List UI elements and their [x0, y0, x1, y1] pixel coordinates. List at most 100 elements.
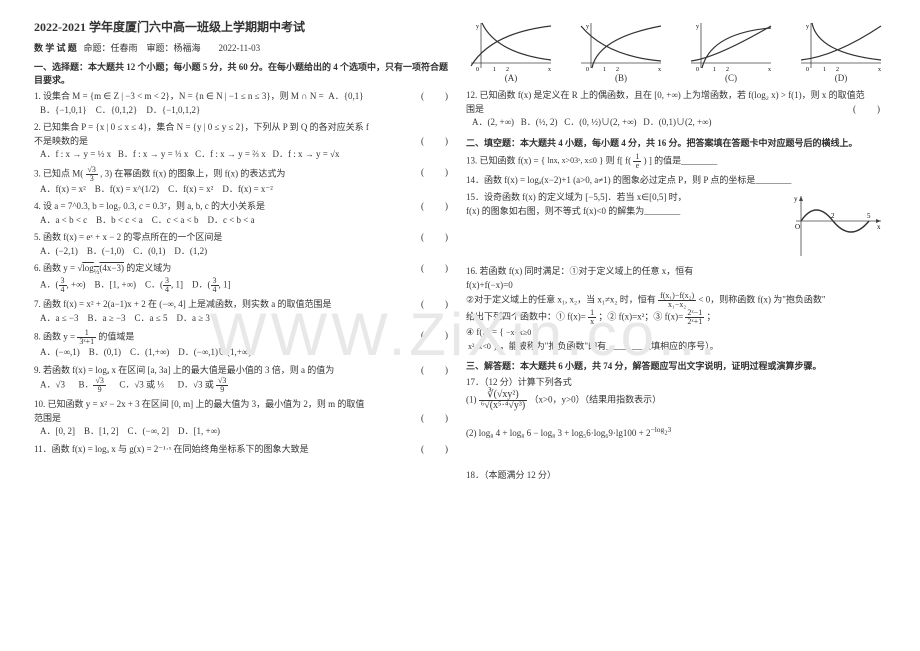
q17: 17．（12 分）计算下列各式 (1) ∛(√xy²)⁶√(x⁵·⁴√y³) （…	[466, 376, 886, 441]
q5-optC: C．(0,1)	[133, 246, 165, 256]
q9-optD-a: D．√3 或	[178, 380, 216, 390]
exam-title: 2022-2021 学年度厦门六中高一班级上学期期中考试	[34, 18, 454, 35]
q1-stem: 1. 设集合 M = {m ∈ Z | −3 < m < 2}，N = {n ∈…	[34, 91, 324, 101]
svg-text:y: y	[476, 24, 479, 30]
q13-stem-c: ) ] 的值是________	[644, 155, 718, 165]
left-column: 2022-2021 学年度厦门六中高一班级上学期期中考试 数 学 试 题 命题：…	[28, 18, 460, 633]
q7-optB: B．a ≥ −3	[88, 313, 126, 323]
q9-optC: C．√3 或 ⅓	[119, 380, 164, 390]
q8-optA: A．(−∞,1)	[40, 347, 80, 357]
q10-stem-b: 范围是	[34, 413, 61, 423]
q12-optD: D．(0,1)∪(2, +∞)	[643, 117, 711, 127]
q6-optA-b: , +∞)	[67, 280, 86, 290]
q16-stem-f: ；② f(x)=x²；③ f(x)=	[598, 312, 683, 322]
q7-optA: A．a ≤ −3	[40, 313, 79, 323]
q4-optB: B．b < c < a	[96, 215, 143, 225]
q17-p1-a: (1)	[466, 394, 479, 404]
q6-optB: B．[1, +∞)	[95, 280, 137, 290]
right-column: 012 xy (A) 012 xy (B) 012 xy	[460, 18, 892, 633]
q5-optB: B．(−1,0)	[87, 246, 124, 256]
svg-text:1: 1	[823, 67, 826, 73]
svg-text:0: 0	[476, 67, 479, 73]
q12-paren: ( )	[853, 103, 886, 117]
q8-paren: ( )	[421, 329, 454, 343]
q14: 14．函数 f(x) = logₐ(x−2)+1 (a>0, a≠1) 的图象必…	[466, 174, 886, 188]
q7-paren: ( )	[421, 298, 454, 312]
q1-optD: D．{−1,0,1,2}	[146, 105, 200, 115]
q1-optA: A．{0,1}	[328, 91, 363, 101]
exam-subject-line: 数 学 试 题 命题：任春雨 审题：杨福海 2022-11-03	[34, 41, 454, 54]
q5-paren: ( )	[421, 231, 454, 245]
q14-stem: 14．函数 f(x) = logₐ(x−2)+1 (a>0, a≠1) 的图象必…	[466, 175, 791, 185]
q16-stem-e: 给出下列四个函数中：① f(x)=	[466, 312, 586, 322]
q17-p1-b: （x>0，y>0）（结果用指数表示）	[529, 394, 661, 404]
q3: 3. 已知点 M( √33 , 3) 在幂函数 f(x) 的图象上，则 f(x)…	[34, 166, 454, 197]
svg-text:x: x	[658, 67, 661, 73]
q1-optB: B．{−1,0,1}	[40, 105, 87, 115]
q10-stem-a: 10. 已知函数 y = x² − 2x + 3 在区间 [0, m] 上的最大…	[34, 399, 364, 409]
svg-text:1: 1	[493, 67, 496, 73]
q10: 10. 已知函数 y = x² − 2x + 3 在区间 [0, m] 上的最大…	[34, 398, 454, 439]
q9: 9. 若函数 f(x) = logₐ x 在区间 [a, 3a] 上的最大值是最…	[34, 364, 454, 395]
q11-paren: ( )	[421, 443, 454, 457]
q7-optD: D．a ≥ 3	[176, 313, 209, 323]
graph-D-label: (D)	[796, 73, 886, 83]
q9-optB-a: B．	[78, 380, 93, 390]
q2-optD: D．f : x → y = √x	[272, 149, 339, 159]
q9-optA: A．√3	[40, 380, 65, 390]
q15: O 2 5 x y 15．设奇函数 f(x) 的定义域为 [−5,5]．若当 x…	[466, 191, 886, 261]
q9-paren: ( )	[421, 364, 454, 378]
q6: 6. 函数 y = √log½(4x−3) 的定义域为 ( ) A．(34, +…	[34, 262, 454, 294]
q4: 4. 设 a = 7^0.3, b = log₇ 0.3, c = 0.3⁷，则…	[34, 200, 454, 227]
graph-A: 012 xy (A)	[466, 18, 556, 83]
q8-optD: D．(−∞,1)∪(1,+∞)	[178, 347, 251, 357]
q11-graphs: 012 xy (A) 012 xy (B) 012 xy	[466, 18, 886, 83]
q16-stem-a: 16. 若函数 f(x) 同时满足：①对于定义域上的任意 x，恒有	[466, 266, 693, 276]
q15-stem-a: 15．设奇函数 f(x) 的定义域为 [−5,5]．若当 x∈[0,5] 时，	[466, 192, 687, 202]
svg-text:0: 0	[696, 67, 699, 73]
q10-optC: C．(−∞, 2]	[128, 426, 170, 436]
q7-optC: C．a ≤ 5	[135, 313, 168, 323]
q6-optD-a: D．(	[192, 280, 211, 290]
subject-name: 数 学 试 题	[34, 43, 77, 53]
q16: 16. 若函数 f(x) 同时满足：①对于定义域上的任意 x，恒有 f(x)+f…	[466, 265, 886, 353]
q3-optC: C．f(x) = x²	[168, 184, 213, 194]
q7-stem: 7. 函数 f(x) = x² + 2(a−1)x + 2 在 (−∞, 4] …	[34, 299, 331, 309]
q12-optB: B．(½, 2)	[521, 117, 558, 127]
svg-text:x: x	[548, 67, 551, 73]
svg-text:O: O	[795, 223, 800, 231]
q8-stem-b: 的值域是	[98, 332, 134, 342]
q17-head: 17．（12 分）计算下列各式	[466, 377, 572, 387]
q3-optD: D．f(x) = x⁻²	[222, 184, 273, 194]
q12-optA: A．(2, +∞)	[472, 117, 514, 127]
q1: 1. 设集合 M = {m ∈ Z | −3 < m < 2}，N = {n ∈…	[34, 90, 454, 117]
q6-optC-a: C．(	[145, 280, 163, 290]
q12: 12. 已知函数 f(x) 是定义在 R 上的偶函数，且在 [0, +∞) 上为…	[466, 89, 886, 130]
q16-stem-i: ，能被称为"抱负函数"的有________（填相应的序号）。	[500, 341, 719, 351]
q11-stem: 11．函数 f(x) = logₐ x 与 g(x) = 2⁻¹·ˣ 在同始终角…	[34, 444, 309, 454]
q3-stem-b: , 3) 在幂函数 f(x) 的图象上，则 f(x) 的表达式为	[100, 168, 285, 178]
svg-text:2: 2	[831, 212, 835, 220]
q10-optB: B．[1, 2]	[84, 426, 119, 436]
q16-stem-b: f(x)+f(−x)=0	[466, 280, 513, 290]
svg-text:0: 0	[586, 67, 589, 73]
q15-stem-b: f(x) 的图象如右图，则不等式 f(x)<0 的解集为________	[466, 206, 680, 216]
q2-optA: A．f : x → y = ½ x	[40, 149, 111, 159]
q4-optA: A．a < b < c	[40, 215, 87, 225]
graph-A-label: (A)	[466, 73, 556, 83]
q3-optA: A．f(x) = x²	[40, 184, 86, 194]
svg-text:x: x	[768, 67, 771, 73]
q6-optC-b: , 1]	[171, 280, 183, 290]
section-3-head: 三、解答题：本大题共 6 小题，共 74 分，解答题应写出文字说明，证明过程或演…	[466, 359, 886, 372]
q6-stem-b: 的定义域为	[126, 263, 171, 273]
q8-stem-a: 8. 函数	[34, 332, 63, 342]
svg-text:1: 1	[603, 67, 606, 73]
q13: 13. 已知函数 f(x) = { lnx, x>03ˣ, x≤0 } 则 f[…	[466, 153, 886, 170]
q6-optA-a: A．(	[40, 280, 59, 290]
svg-text:1: 1	[713, 67, 716, 73]
q10-optD: D．[1, +∞)	[178, 426, 220, 436]
q3-frac: √33	[86, 166, 98, 183]
q12-stem-b: 围是	[466, 104, 484, 114]
q17-p2: (2) log₈ 4 + log₈ 6 − log₈ 3 + log₅6·log…	[466, 428, 646, 438]
graph-B: 012 xy (B)	[576, 18, 666, 83]
